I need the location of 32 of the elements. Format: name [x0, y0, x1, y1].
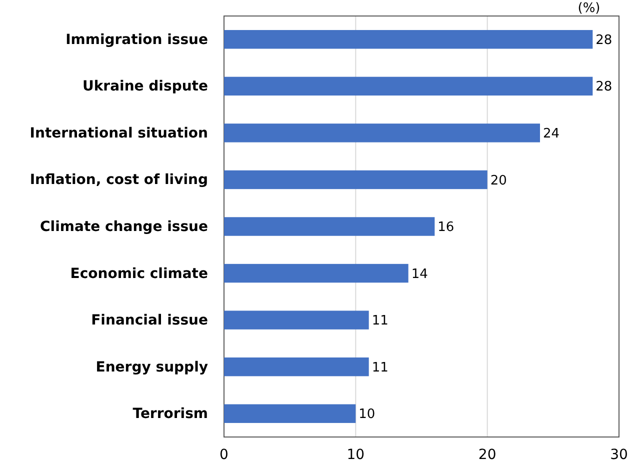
bar [224, 264, 408, 283]
x-tick-label: 20 [478, 446, 496, 463]
data-label: 20 [490, 173, 507, 188]
data-label: 28 [596, 80, 612, 95]
bar [224, 76, 593, 96]
x-tick-label: 10 [346, 446, 365, 463]
y-tick-label: Financial issue [91, 312, 208, 329]
bar [224, 404, 356, 423]
bar [224, 30, 593, 49]
bar [224, 124, 540, 142]
x-axis-title: (%) [578, 1, 600, 16]
bar [224, 217, 435, 236]
bar [224, 357, 369, 376]
y-tick-label: Energy supply [96, 359, 208, 376]
data-label: 11 [372, 360, 388, 376]
x-tick-label: 30 [610, 446, 628, 463]
y-tick-label: Terrorism [132, 406, 208, 422]
y-tick-label: Ukraine dispute [82, 78, 208, 95]
y-tick-label: Climate change issue [40, 218, 208, 235]
x-tick-label: 0 [220, 446, 228, 463]
data-label: 24 [543, 126, 560, 142]
y-tick-label: Economic climate [70, 266, 208, 282]
y-tick-label: International situation [30, 125, 208, 142]
data-label: 16 [438, 220, 454, 236]
data-label: 10 [358, 407, 376, 422]
data-label: 28 [596, 32, 612, 48]
y-tick-label: Inflation, cost of living [30, 172, 208, 188]
data-label: 14 [411, 266, 428, 282]
bar [224, 310, 369, 330]
y-tick-label: Immigration issue [66, 32, 208, 48]
bar [224, 170, 488, 190]
data-label: 11 [372, 314, 388, 329]
